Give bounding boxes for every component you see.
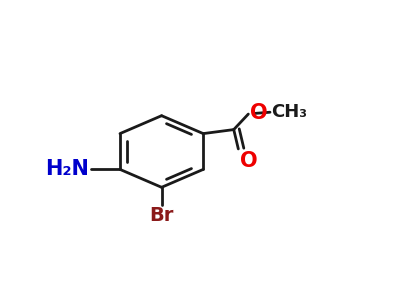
Text: H₂N: H₂N	[45, 159, 89, 179]
Text: O: O	[250, 103, 267, 123]
Text: CH₃: CH₃	[272, 103, 308, 121]
Text: O: O	[240, 151, 258, 171]
Text: Br: Br	[150, 206, 174, 226]
